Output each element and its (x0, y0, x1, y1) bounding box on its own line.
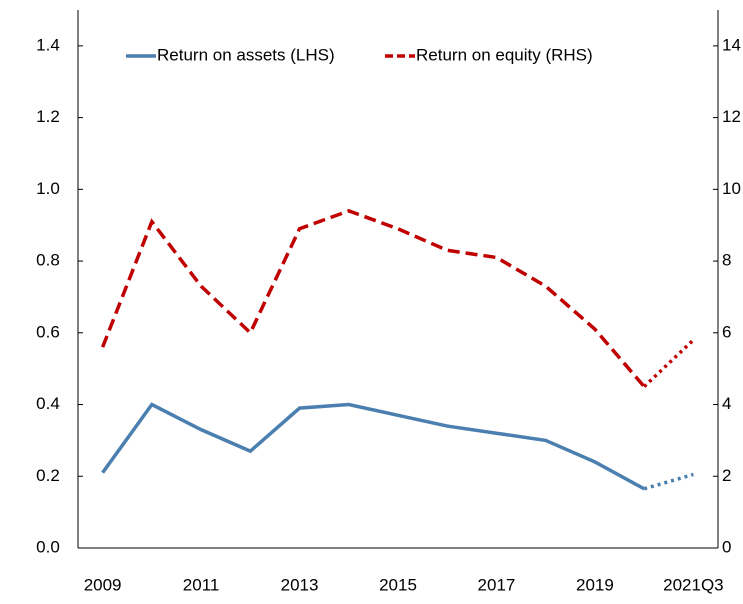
y2-tick-label: 10 (722, 179, 741, 198)
x-tick-label: 2011 (183, 575, 220, 594)
y-tick-label: 0.2 (36, 466, 60, 485)
y-tick-label: 0.8 (36, 251, 60, 270)
x-tick-label: 2015 (379, 575, 417, 594)
y-tick-label: 0.6 (36, 322, 60, 341)
y-tick-label: 1.2 (36, 107, 60, 126)
y-tick-label: 1.0 (36, 179, 60, 198)
x-tick-label: 2013 (281, 575, 319, 594)
y2-tick-label: 2 (722, 466, 731, 485)
y2-tick-label: 6 (722, 322, 731, 341)
y-tick-label: 0.0 (36, 537, 60, 556)
series-line-dotted (643, 472, 694, 491)
y-tick-label: 1.4 (36, 35, 60, 54)
y2-tick-label: 14 (722, 35, 741, 54)
y2-tick-label: 0 (722, 537, 731, 556)
x-tick-label: 2019 (576, 575, 614, 594)
y2-tick-label: 4 (722, 394, 731, 413)
series-line (101, 402, 645, 491)
x-tick-label: 2009 (84, 575, 122, 594)
legend-label: Return on equity (RHS) (416, 45, 593, 64)
series-line (100, 208, 646, 388)
y2-tick-label: 12 (722, 107, 741, 126)
series-line-dotted (642, 338, 695, 388)
legend-label: Return on assets (LHS) (157, 45, 335, 64)
y-tick-label: 0.4 (36, 394, 60, 413)
x-tick-label: 2017 (478, 575, 516, 594)
x-tick-label: 2021Q3 (663, 575, 724, 594)
y2-tick-label: 8 (722, 251, 731, 270)
